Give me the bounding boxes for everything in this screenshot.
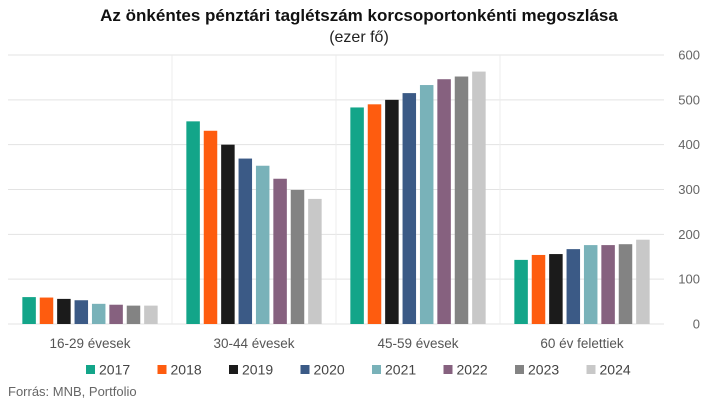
bar-2021 <box>583 245 598 324</box>
bar-2022 <box>273 178 287 324</box>
bar-2020 <box>238 158 253 324</box>
legend-label: 2020 <box>314 362 345 378</box>
bar-2019 <box>57 298 71 324</box>
legend-swatch <box>86 365 95 374</box>
bar-2022 <box>601 245 615 324</box>
y-tick-label: 200 <box>678 227 700 242</box>
legend-swatch <box>586 365 596 374</box>
legend-label: 2019 <box>242 362 273 378</box>
legend-swatch <box>300 365 310 374</box>
legend-swatch <box>372 365 381 374</box>
bar-2021 <box>419 85 434 324</box>
bar-2020 <box>402 93 417 324</box>
bar-2017 <box>186 121 200 324</box>
legend-label: 2024 <box>600 362 631 378</box>
bar-2023 <box>618 244 633 324</box>
y-tick-label: 0 <box>693 317 700 332</box>
bar-2017 <box>350 107 364 324</box>
y-tick-label: 300 <box>678 182 700 197</box>
bar-2024 <box>472 71 486 324</box>
y-tick-label: 600 <box>678 48 700 63</box>
legend-swatch <box>515 365 524 374</box>
bar-2017 <box>514 259 528 324</box>
bar-2020 <box>566 249 581 324</box>
bar-2021 <box>91 303 106 324</box>
bar-2019 <box>549 254 563 324</box>
legend-label: 2017 <box>99 362 130 378</box>
bar-2018 <box>39 297 54 324</box>
bar-2024 <box>308 198 322 324</box>
legend-label: 2023 <box>528 362 559 378</box>
legend-label: 2022 <box>457 362 488 378</box>
bar-2017 <box>22 297 36 324</box>
legend-label: 2021 <box>385 362 416 378</box>
x-tick-label: 16-29 évesek <box>49 336 130 351</box>
legend-swatch <box>443 365 453 374</box>
x-tick-label: 60 év felettiek <box>540 336 624 351</box>
legend-swatch <box>157 365 167 374</box>
legend-label: 2018 <box>171 362 202 378</box>
bar-2019 <box>385 99 399 324</box>
legend-swatch <box>229 365 238 374</box>
chart-title: Az önkéntes pénztári taglétszám korcsopo… <box>100 6 618 25</box>
source-note: Forrás: MNB, Portfolio <box>8 384 137 399</box>
y-tick-label: 500 <box>678 92 700 107</box>
x-tick-label: 30-44 évesek <box>213 336 294 351</box>
bar-2022 <box>437 79 451 325</box>
bar-2020 <box>74 300 89 324</box>
bar-2019 <box>221 144 235 324</box>
bar-2018 <box>203 130 218 324</box>
bar-2018 <box>367 104 382 324</box>
bar-2018 <box>531 254 546 324</box>
x-tick-label: 45-59 évesek <box>377 336 458 351</box>
bar-2024 <box>636 239 650 324</box>
bar-2024 <box>144 305 158 324</box>
bar-2023 <box>290 189 305 324</box>
y-tick-label: 100 <box>678 272 700 287</box>
bar-2023 <box>454 76 469 325</box>
bar-2021 <box>255 165 270 324</box>
bar-2022 <box>109 304 123 324</box>
y-tick-label: 400 <box>678 137 700 152</box>
chart-subtitle: (ezer fő) <box>329 29 389 46</box>
bar-2023 <box>126 305 141 324</box>
